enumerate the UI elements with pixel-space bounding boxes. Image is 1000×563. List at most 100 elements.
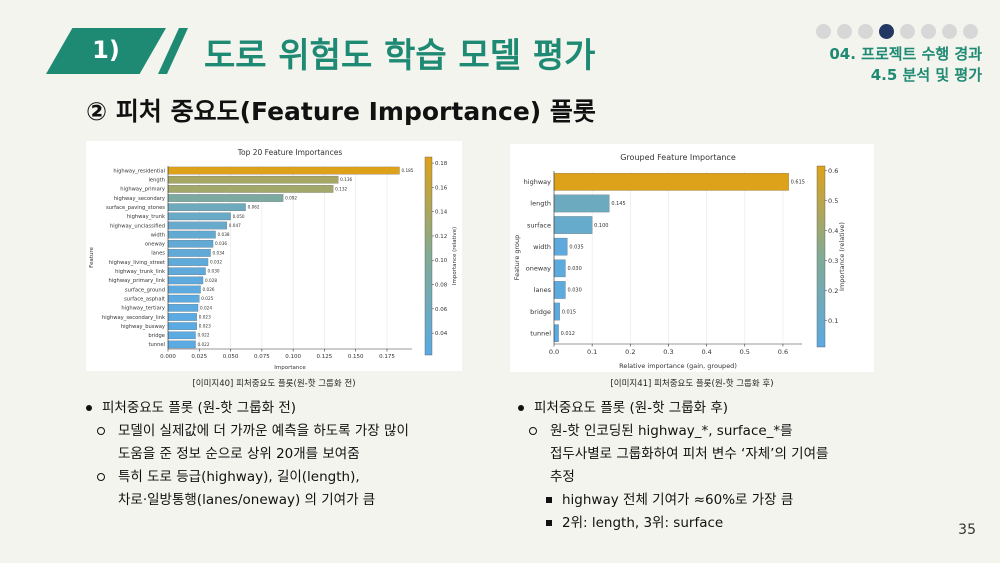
category-label: lanes — [534, 286, 552, 294]
colorbar-tick-label: 0.06 — [435, 307, 448, 313]
bar — [553, 281, 566, 299]
bar — [167, 258, 209, 266]
note-right-sub1-line2: 접두사별로 그룹화하여 피처 변수 ‘자체’의 기여를 — [550, 446, 829, 462]
colorbar — [816, 165, 826, 348]
note-right-subsub2: 2위: length, 3위: surface — [514, 512, 874, 535]
value-label: 0.015 — [562, 309, 576, 315]
note-left-sub1-line2: 도움을 준 정보 순으로 상위 20개를 보여줌 — [118, 446, 360, 462]
category-label: highway_busway — [121, 324, 165, 330]
category-label: highway_secondary — [114, 196, 165, 202]
value-label: 0.050 — [233, 214, 245, 219]
category-label: surface_asphalt — [124, 296, 165, 302]
chart-title: Grouped Feature Importance — [620, 153, 736, 162]
value-label: 0.047 — [229, 223, 241, 228]
progress-dot-active — [879, 24, 894, 39]
category-label: lanes — [151, 251, 165, 257]
x-axis-label: Importance — [274, 365, 306, 371]
bar — [167, 331, 196, 340]
slide-title: 1) 도로 위험도 학습 모델 평가 — [46, 22, 746, 78]
value-label: 0.028 — [205, 278, 217, 283]
y-axis-label: Feature group — [513, 235, 521, 281]
page-number: 35 — [958, 522, 976, 538]
x-tick-label: 0.4 — [701, 348, 711, 356]
chart-grouped-svg: 0.0 0.1 0.2 0.3 0.4 0.5 0.6 highway 0.615 length 0… — [513, 153, 846, 370]
category-label: length — [148, 178, 165, 184]
section-label-line2: 4.5 분석 및 평가 — [870, 66, 982, 84]
bar — [553, 216, 593, 234]
bar — [167, 175, 339, 184]
bar — [167, 304, 199, 312]
section-label: 04. 프로젝트 수행 경과 4.5 분석 및 평가 — [829, 44, 982, 86]
progress-dot — [921, 24, 936, 39]
bullet-before-grouping: 피처중요도 플롯 (원-핫 그룹화 전) — [82, 397, 462, 420]
main-title: 도로 위험도 학습 모델 평가 — [204, 36, 596, 76]
x-tick-label: 0.150 — [348, 354, 364, 360]
value-label: 0.038 — [218, 232, 230, 237]
category-label: highway_residential — [113, 168, 165, 174]
x-tick-label: 0.125 — [317, 354, 333, 360]
category-label: width — [151, 232, 165, 238]
bar — [553, 173, 789, 191]
bar — [553, 259, 566, 278]
category-label: highway_unclassified — [110, 223, 165, 229]
progress-dot — [942, 24, 957, 39]
colorbar-tick-label: 0.10 — [435, 258, 448, 264]
note-left-sub2-line1: 특히 도로 등급(highway), 길이(length), — [82, 466, 462, 489]
bullet-after-grouping: 피처중요도 플롯 (원-핫 그룹화 후) — [514, 397, 874, 420]
colorbar-tick-label: 0.14 — [435, 210, 448, 216]
bar — [167, 185, 334, 193]
note-right-sub1-line3: 추정 — [550, 469, 575, 485]
progress-dot — [900, 24, 915, 39]
caption-left: [이미지40] 피처중요도 플롯(원-핫 그룹화 전) — [192, 379, 356, 389]
category-label: oneway — [145, 242, 165, 248]
note-left-sub1-line1: 모델이 실제값에 더 가까운 예측을 하도록 가장 많이 — [82, 420, 462, 443]
value-label: 0.132 — [335, 186, 347, 191]
bar — [167, 313, 197, 321]
category-label: highway_primary — [120, 187, 165, 193]
bar — [167, 203, 246, 211]
colorbar-tick-label: 0.2 — [828, 287, 838, 295]
colorbar-tick-label: 0.18 — [435, 161, 448, 167]
progress-dot — [816, 24, 831, 39]
category-label: surface_ground — [125, 287, 165, 293]
colorbar-label: Importance (relative) — [452, 227, 458, 285]
value-label: 0.100 — [594, 223, 608, 229]
category-label: tunnel — [148, 342, 165, 348]
value-label: 0.030 — [208, 269, 220, 274]
note-right-sub1-line1: 원-핫 인코딩된 highway_*, surface_*를 — [514, 420, 874, 443]
colorbar-tick-label: 0.6 — [828, 167, 838, 175]
x-tick-label: 0.3 — [663, 348, 673, 356]
x-tick-label: 0.1 — [587, 348, 597, 356]
title-number-badge: 1) — [46, 28, 166, 74]
x-tick-label: 0.175 — [379, 354, 395, 360]
progress-dot — [858, 24, 873, 39]
value-label: 0.024 — [200, 305, 212, 310]
chart-grouped-feature-importance: 0.0 0.1 0.2 0.3 0.4 0.5 0.6 highway 0.615 length 0… — [510, 144, 874, 372]
bar — [553, 237, 568, 256]
category-label: length — [530, 200, 551, 208]
value-label: 0.034 — [213, 250, 225, 255]
title-number: 1) — [92, 36, 120, 64]
value-label: 0.035 — [569, 244, 583, 250]
value-label: 0.022 — [198, 342, 210, 347]
bar — [167, 194, 284, 202]
x-tick-label: 0.000 — [160, 354, 176, 360]
x-tick-label: 0.025 — [191, 354, 207, 360]
category-label: surface — [527, 221, 551, 229]
colorbar-tick-label: 0.5 — [828, 197, 838, 205]
value-label: 0.023 — [199, 314, 211, 319]
title-slash-decoration — [158, 28, 188, 74]
colorbar — [424, 156, 433, 356]
bar — [167, 221, 227, 230]
value-label: 0.026 — [203, 287, 215, 292]
value-label: 0.092 — [285, 195, 297, 200]
category-label: oneway — [526, 265, 551, 273]
value-label: 0.615 — [791, 180, 805, 186]
category-label: highway_secondary_link — [102, 315, 165, 321]
bar — [553, 194, 610, 213]
x-tick-label: 0.6 — [778, 348, 788, 356]
colorbar-tick-label: 0.3 — [828, 257, 838, 265]
bar — [553, 302, 560, 321]
category-label: highway_tertiary — [121, 306, 165, 312]
x-tick-label: 0.050 — [223, 354, 239, 360]
